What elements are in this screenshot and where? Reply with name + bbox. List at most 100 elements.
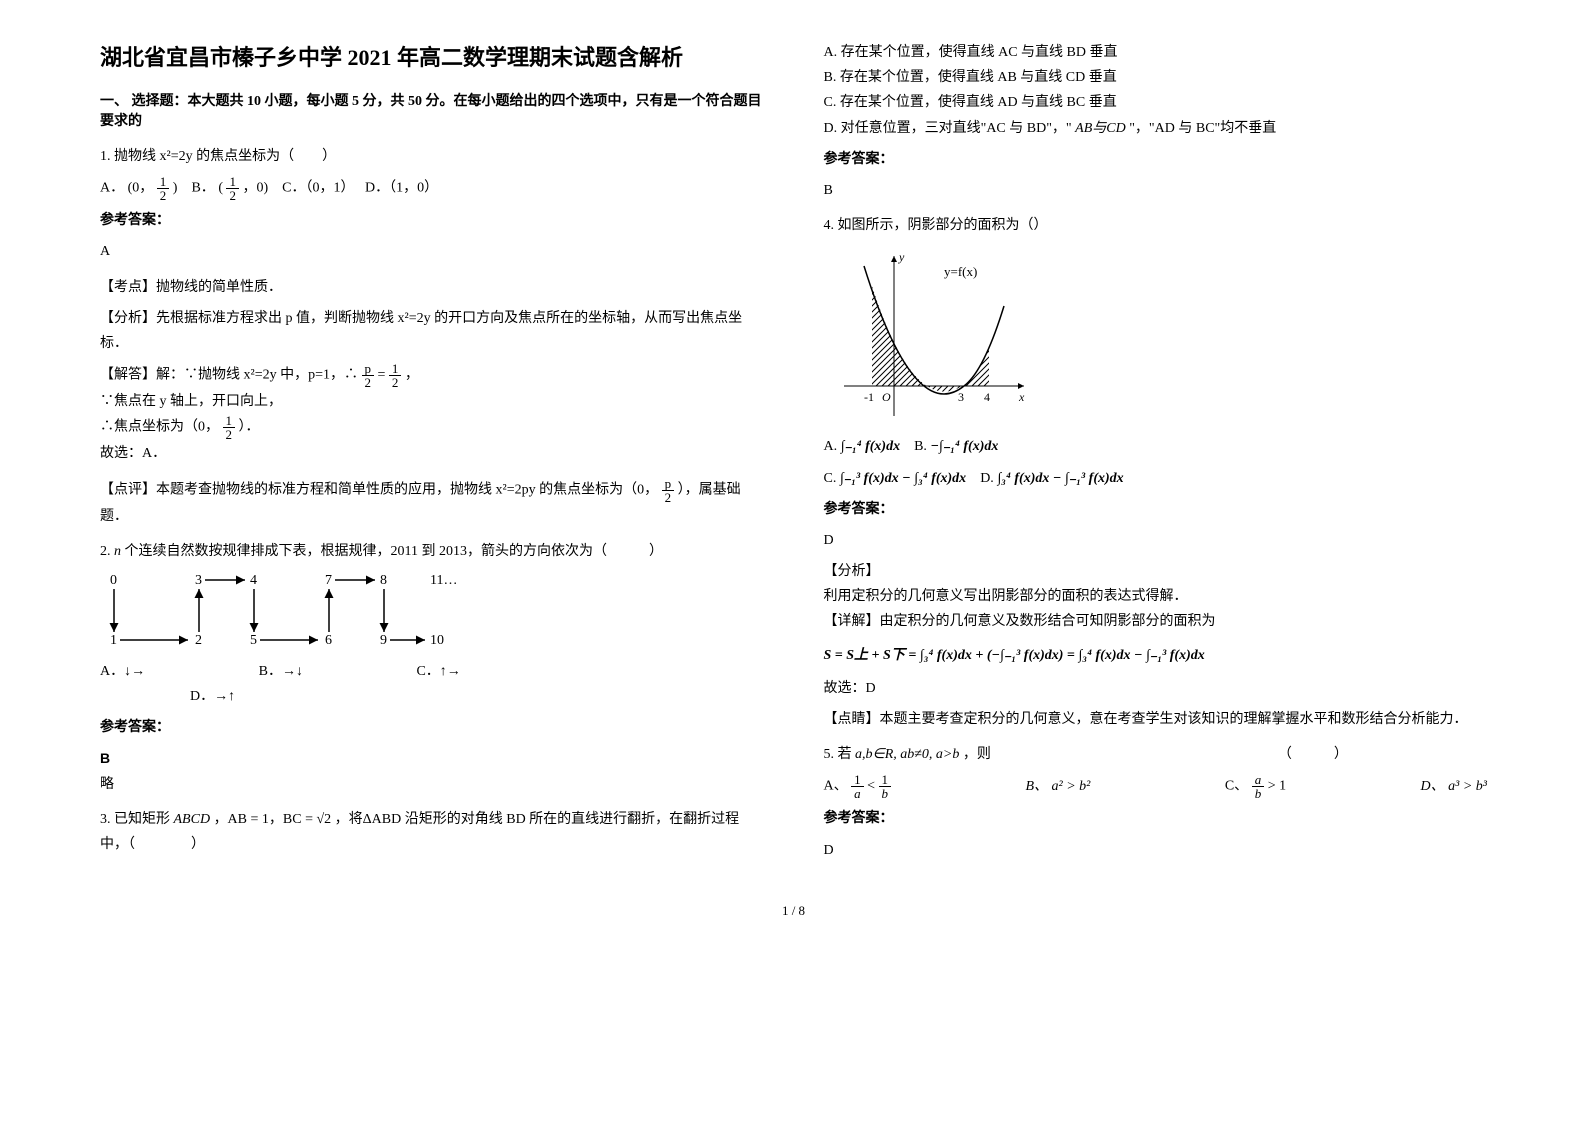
n7: 7	[325, 573, 332, 588]
q1-jd-line2: ∵焦点在 y 轴上，开口向上，	[100, 389, 764, 414]
q1-fx: 【分析】先根据标准方程求出 p 值，判断抛物线 x²=2y 的开口方向及焦点所在…	[100, 306, 764, 356]
q1-jd-line1: 【解答】解：∵抛物线 x²=2y 中，p=1，∴ p2 = 12 ，	[100, 362, 764, 389]
q3-optB: B. 存在某个位置，使得直线 AB 与直线 CD 垂直	[824, 65, 1488, 90]
q3-optD: D. 对任意位置，三对直线"AC 与 BD"，" AB与CD "，"AD 与 B…	[824, 116, 1488, 141]
q4-opts-row2: C. ∫₋₁³ f(x)dx − ∫₃⁴ f(x)dx D. ∫₃⁴ f(x)d…	[824, 466, 1488, 491]
frac-half-c: 12	[389, 362, 402, 389]
q5-frac-1b: 1b	[879, 773, 892, 800]
svg-text:x: x	[1018, 390, 1025, 404]
svg-text:4: 4	[984, 390, 990, 404]
frac-p2-b: p2	[662, 477, 675, 504]
question-2: 2. n 个连续自然数按规律排成下表，根据规律，2011 到 2013，箭头的方…	[100, 539, 764, 797]
q5-lt: <	[867, 779, 875, 794]
q3-ans-label: 参考答案：	[824, 147, 1488, 172]
n11: 11…	[430, 573, 457, 588]
question-1: 1. 抛物线 x²=2y 的焦点坐标为（ ） A． (0， 12 ) B． ( …	[100, 144, 764, 529]
q2-slightly: 略	[100, 772, 764, 797]
q2-stem-pre: 2.	[100, 544, 114, 559]
frac-p2: p2	[362, 362, 375, 389]
section-intro: 一、 选择题：本大题共 10 小题，每小题 5 分，共 50 分。在每小题给出的…	[100, 90, 764, 130]
q1-ans-label: 参考答案：	[100, 208, 764, 233]
q1-optC: C．（0，1）	[282, 181, 354, 196]
question-4: 4. 如图所示，阴影部分的面积为（） y x O -1	[824, 213, 1488, 732]
frac-half-d: 12	[223, 414, 236, 441]
q5-ans: D	[824, 838, 1488, 863]
n3: 3	[195, 573, 202, 588]
right-column: A. 存在某个位置，使得直线 AC 与直线 BD 垂直 B. 存在某个位置，使得…	[824, 40, 1488, 873]
q3-optD-mid: AB与CD	[1075, 121, 1126, 136]
q4-solution: S = S上 + S下 = ∫₃⁴ f(x)dx + (−∫₋₁³ f(x)dx…	[824, 643, 1488, 668]
question-3: 3. 已知矩形 ABCD ，AB = 1，BC = √2 ，将ΔABD 沿矩形的…	[100, 807, 764, 857]
q2-optB: B．→↓	[259, 659, 303, 684]
q5-optC-pre: C、	[1225, 779, 1248, 794]
frac-half-b: 12	[226, 175, 239, 202]
q1-optA-coord2: )	[173, 181, 178, 196]
q1-kd: 【考点】抛物线的简单性质．	[100, 275, 764, 300]
q5-optB: B、 a² > b²	[1025, 774, 1090, 799]
q4-optA-pre: A.	[824, 439, 838, 454]
q4-graph-label: y=f(x)	[944, 264, 977, 279]
q1-optA-label: A．	[100, 181, 124, 196]
n2: 2	[195, 633, 202, 648]
q2-stem-text: 个连续自然数按规律排成下表，根据规律，2011 到 2013，箭头的方向依次为（…	[121, 544, 663, 559]
svg-text:3: 3	[958, 390, 964, 404]
q3-ab: ，AB = 1，BC =	[214, 812, 317, 827]
q3-ans: B	[824, 178, 1488, 203]
n9: 9	[380, 633, 387, 648]
q2-optD: D．→↑	[190, 689, 235, 704]
q5-optA-pre: A、	[824, 779, 848, 794]
q4-xj-label: 【详解】由定积分的几何意义及数形结合可知阴影部分的面积为	[824, 609, 1488, 634]
svg-text:-1: -1	[864, 390, 874, 404]
q4-optA: ∫₋₁⁴ f(x)dx	[841, 439, 900, 454]
q5-ans-label: 参考答案：	[824, 806, 1488, 831]
page: 湖北省宜昌市榛子乡中学 2021 年高二数学理期末试题含解析 一、 选择题：本大…	[100, 40, 1487, 873]
q5-optD: D、 a³ > b³	[1421, 774, 1487, 799]
q3-options: A. 存在某个位置，使得直线 AC 与直线 BD 垂直 B. 存在某个位置，使得…	[824, 40, 1488, 203]
q4-fx-label: 【分析】	[824, 559, 1488, 584]
q4-optD-pre: D.	[980, 471, 994, 486]
svg-text:O: O	[882, 390, 891, 404]
svg-text:y: y	[898, 250, 905, 264]
q1-optB-coord1: (	[218, 181, 223, 196]
frac-half-a: 12	[157, 175, 170, 202]
q2-diagram: 0 3 4 7 8 11… 1 2 5 6 9 10	[100, 564, 460, 659]
q4-graph: y x O -1 3 4 y=f(x)	[824, 246, 1044, 426]
q3-optA: A. 存在某个位置，使得直线 AC 与直线 BD 垂直	[824, 40, 1488, 65]
q3-optD-post: "，"AD 与 BC"均不垂直	[1129, 121, 1276, 136]
q2-stem-n: n	[114, 544, 121, 559]
q2-options-row1: A．↓→ B．→↓ C．↑→	[100, 659, 764, 684]
q5-frac-1a: 1a	[851, 773, 864, 800]
q1-jd-line3: ∴焦点坐标为（0， 12 ）．	[100, 414, 764, 441]
q4-optB: −∫₋₁⁴ f(x)dx	[930, 439, 998, 454]
q4-gx: 故选：D	[824, 676, 1488, 701]
n4: 4	[250, 573, 257, 588]
q3-stem-pre: 3. 已知矩形	[100, 812, 170, 827]
q4-ans: D	[824, 528, 1488, 553]
q4-ans-label: 参考答案：	[824, 497, 1488, 522]
q3-optD-pre: D. 对任意位置，三对直线"AC 与 BD"，"	[824, 121, 1072, 136]
q1-dp-pre: 【点评】本题考查抛物线的标准方程和简单性质的应用，抛物线 x²=2py 的焦点坐…	[100, 482, 658, 497]
q1-jd-eq: =	[378, 368, 389, 383]
q4-stem: 4. 如图所示，阴影部分的面积为（）	[824, 213, 1488, 238]
q4-optC-pre: C.	[824, 471, 837, 486]
n10: 10	[430, 633, 444, 648]
q5-stem: 5. 若 a,b∈R, ab≠0, a>b ，则 （ ）	[824, 742, 1488, 767]
q1-jd-pre: 【解答】解：∵抛物线 x²=2y 中，p=1，∴	[100, 368, 358, 383]
q5-frac-ab: ab	[1252, 773, 1265, 800]
q1-jd-post: ，	[405, 368, 419, 383]
q1-options: A． (0， 12 ) B． ( 12 ，0) C．（0，1） D．（1，0）	[100, 175, 764, 202]
left-column: 湖北省宜昌市榛子乡中学 2021 年高二数学理期末试题含解析 一、 选择题：本大…	[100, 40, 764, 873]
q5-cond: a,b∈R, ab≠0, a>b	[855, 747, 959, 762]
q1-dp: 【点评】本题考查抛物线的标准方程和简单性质的应用，抛物线 x²=2py 的焦点坐…	[100, 477, 764, 529]
q3-abcd: ABCD	[174, 812, 211, 827]
q5-stem-post: ，则 （ ）	[963, 747, 1348, 762]
q5-optA: A、 1a < 1b	[824, 773, 892, 800]
q5-options: A、 1a < 1b B、 a² > b² C、 ab > 1 D、 a³ > …	[824, 773, 1488, 800]
q5-optC: C、 ab > 1	[1225, 773, 1286, 800]
q1-optA-coord1: (0，	[128, 181, 154, 196]
q5-stem-pre: 5. 若	[824, 747, 852, 762]
q3-sqrt2: √2	[316, 812, 331, 827]
q4-optC: ∫₋₁³ f(x)dx − ∫₃⁴ f(x)dx	[840, 471, 966, 486]
q1-optB-coord2: ，0)	[242, 181, 268, 196]
q2-optA: A．↓→	[100, 659, 145, 684]
